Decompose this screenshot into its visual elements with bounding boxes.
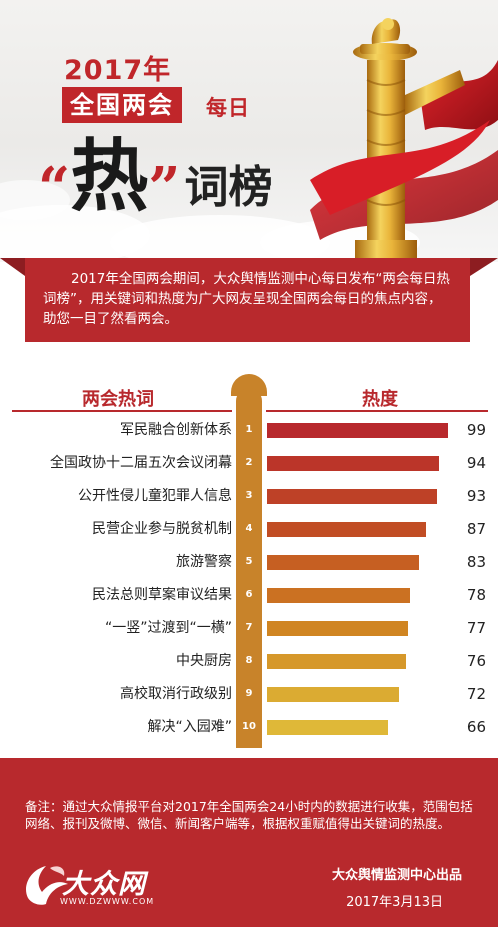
chart-row: 全国政协十二届五次会议闭幕 2 94 [0, 447, 498, 479]
heat-value: 72 [466, 685, 486, 703]
heat-bar [267, 687, 399, 702]
heat-value: 76 [466, 652, 486, 670]
keyword-label: 民法总则草案审议结果 [92, 587, 232, 603]
heat-bar [267, 522, 426, 537]
heat-bar [267, 621, 408, 636]
heat-value: 83 [466, 553, 486, 571]
heat-bar [267, 555, 419, 570]
page-title: “ 热 ” 词榜 [38, 131, 273, 222]
heat-value: 93 [466, 487, 486, 505]
header-meeting-label: 全国两会 [62, 87, 182, 123]
heat-bar [267, 588, 410, 603]
chart-row: 解决“入园难” 10 66 [0, 711, 498, 743]
rank-number: 6 [245, 589, 253, 600]
huabiao-pillar-illustration [310, 18, 498, 262]
chart-row: 公开性侵儿童犯罪人信息 3 93 [0, 480, 498, 512]
header-daily-label: 每日 [206, 96, 250, 120]
keyword-label: 全国政协十二届五次会议闭幕 [50, 455, 232, 471]
heat-value: 94 [466, 454, 486, 472]
keyword-label: 公开性侵儿童犯罪人信息 [78, 488, 232, 504]
title-rank-word: 词榜 [184, 162, 273, 213]
keyword-label: “一竖”过渡到“一横” [104, 620, 232, 636]
heat-value: 87 [466, 520, 486, 538]
header-divider-right [266, 410, 488, 412]
heat-bar [267, 720, 388, 735]
logo-url: WWW.DZWWW.COM [60, 897, 155, 906]
title-hot-char: 热 [70, 131, 149, 222]
rank-number: 9 [245, 688, 253, 699]
header-divider-left [12, 410, 232, 412]
rank-number: 1 [245, 424, 253, 435]
column-header-keyword: 两会热词 [82, 389, 154, 410]
producer-credit: 大众舆情监测中心出品 [331, 868, 462, 883]
heat-bar [267, 654, 406, 669]
intro-left-fold [0, 258, 25, 276]
keyword-label: 军民融合创新体系 [120, 422, 232, 438]
title-close-quote: ” [148, 155, 181, 221]
publish-date: 2017年3月13日 [346, 895, 443, 910]
heat-value: 77 [466, 619, 486, 637]
heat-value: 66 [466, 718, 486, 736]
chart-row: 高校取消行政级别 9 72 [0, 678, 498, 710]
heat-bar [267, 489, 437, 504]
keyword-label: 民营企业参与脱贫机制 [92, 521, 232, 537]
intro-text: 2017年全国两会期间，大众舆情监测中心每日发布“两会每日热词榜”，用关键词和热… [43, 271, 450, 327]
chart-row: 军民融合创新体系 1 99 [0, 414, 498, 446]
column-header-heat: 热度 [362, 389, 398, 410]
footer-note: 备注：通过大众情报平台对2017年全国两会24小时内的数据进行收集，范围包括网络… [25, 799, 473, 831]
rank-column [236, 388, 262, 748]
heat-value: 99 [466, 421, 486, 439]
heat-bar [267, 456, 439, 471]
chart-row: 民营企业参与脱贫机制 4 87 [0, 513, 498, 545]
chart-row: 中央厨房 8 76 [0, 645, 498, 677]
rank-number: 10 [242, 721, 256, 732]
rank-number: 3 [245, 490, 253, 501]
heat-bar [267, 423, 448, 438]
title-open-quote: “ [38, 155, 71, 221]
keyword-label: 旅游警察 [176, 554, 232, 570]
dzwww-logo-icon [26, 866, 68, 905]
chart-row: 民法总则草案审议结果 6 78 [0, 579, 498, 611]
intro-right-fold [470, 258, 498, 276]
keyword-label: 中央厨房 [176, 653, 232, 669]
rank-number: 7 [245, 622, 253, 633]
chart-row: “一竖”过渡到“一横” 7 77 [0, 612, 498, 644]
footer [0, 758, 498, 927]
rank-number: 8 [245, 655, 253, 666]
header-year: 2017年 [64, 55, 172, 86]
heat-value: 78 [466, 586, 486, 604]
chart-row: 旅游警察 5 83 [0, 546, 498, 578]
logo-wordmark: 大众网 [62, 869, 146, 900]
intro-box: 2017年全国两会期间，大众舆情监测中心每日发布“两会每日热词榜”，用关键词和热… [25, 258, 470, 342]
rank-number: 4 [245, 523, 253, 534]
header-banner: 2017年 全国两会 每日 “ 热 ” 词榜 [0, 0, 498, 262]
rank-number: 5 [245, 556, 253, 567]
rank-number: 2 [245, 457, 253, 468]
keyword-label: 解决“入园难” [147, 719, 232, 735]
keyword-label: 高校取消行政级别 [120, 686, 232, 702]
